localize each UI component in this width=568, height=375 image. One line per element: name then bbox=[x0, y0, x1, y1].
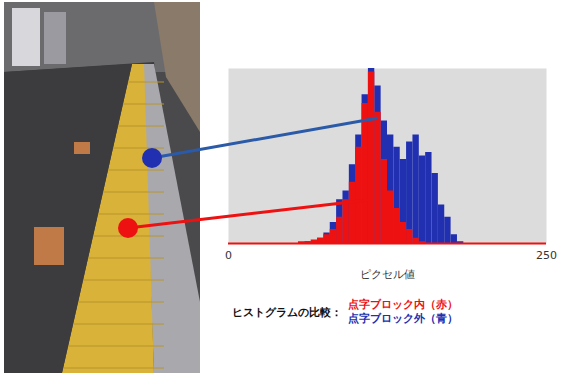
svg-text:0: 0 bbox=[225, 249, 232, 262]
svg-text:ピクセル値: ピクセル値 bbox=[360, 268, 415, 281]
html-text:点字ブロック外（青）: 点字ブロック外（青） bbox=[348, 312, 458, 325]
html-text:ヒストグラムの比較：: ヒストグラムの比較： bbox=[232, 305, 342, 319]
svg-text:250: 250 bbox=[536, 249, 557, 262]
html-text:点字ブロック内（赤）: 点字ブロック内（赤） bbox=[348, 298, 458, 311]
